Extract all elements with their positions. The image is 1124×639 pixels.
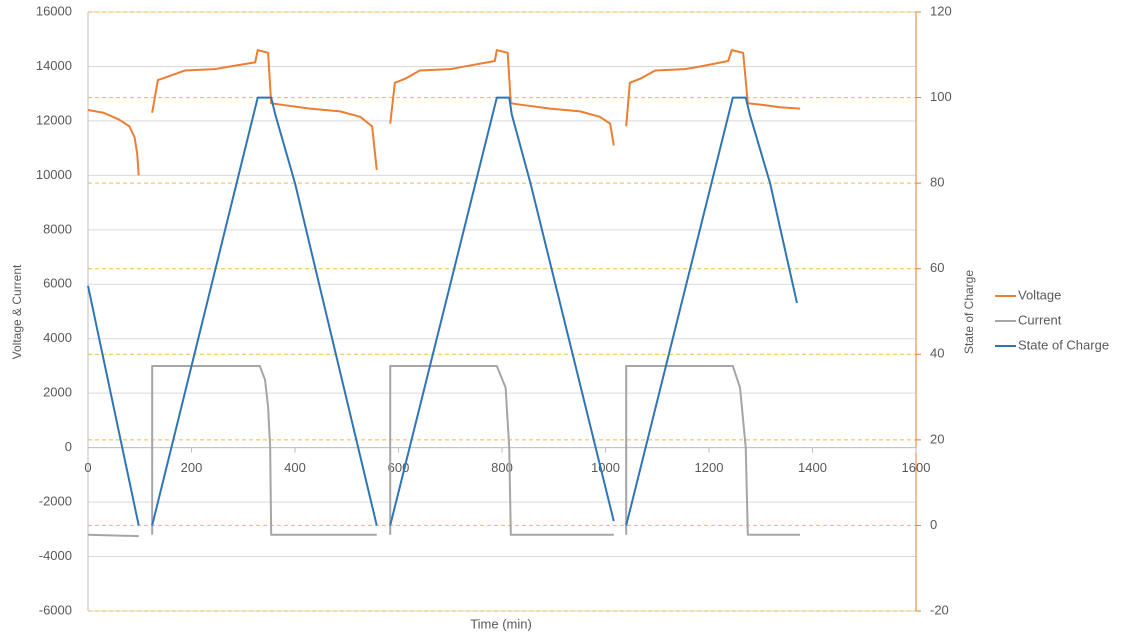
y-tick-label: 8000 xyxy=(43,221,72,236)
legend-label: State of Charge xyxy=(1018,337,1109,352)
y-tick-label: 2000 xyxy=(43,385,72,400)
x-axis-title: Time (min) xyxy=(470,616,532,631)
x-tick-label: 0 xyxy=(84,460,91,475)
x-tick-label: 1400 xyxy=(798,460,827,475)
y2-tick-label: 60 xyxy=(930,260,944,275)
y-tick-label: 12000 xyxy=(36,112,72,127)
y2-tick-label: 0 xyxy=(930,517,937,532)
y2-tick-label: -20 xyxy=(930,602,949,617)
legend-label: Current xyxy=(1018,312,1062,327)
y-tick-label: 6000 xyxy=(43,276,72,291)
y-tick-label: 14000 xyxy=(36,58,72,73)
y2-tick-label: 80 xyxy=(930,175,944,190)
y-tick-label: 4000 xyxy=(43,330,72,345)
x-tick-label: 1200 xyxy=(695,460,724,475)
series-line xyxy=(87,96,798,526)
y-tick-label: -2000 xyxy=(39,494,72,509)
x-tick-label: 800 xyxy=(491,460,513,475)
x-tick-label: 400 xyxy=(284,460,306,475)
y-tick-label: 0 xyxy=(65,439,72,454)
series-line xyxy=(87,364,801,538)
y-axis-title: Voltage & Current xyxy=(10,264,24,359)
y-tick-label: 16000 xyxy=(36,3,72,18)
y-tick-label: 10000 xyxy=(36,167,72,182)
y2-tick-label: 40 xyxy=(930,346,944,361)
y2-tick-label: 20 xyxy=(930,431,944,446)
y-tick-label: -4000 xyxy=(39,548,72,563)
x-tick-label: 1600 xyxy=(902,460,931,475)
y2-tick-label: 100 xyxy=(930,89,952,104)
x-tick-label: 200 xyxy=(181,460,203,475)
legend-label: Voltage xyxy=(1018,287,1061,302)
y2-axis-title: State of Charge xyxy=(962,270,976,354)
series-line xyxy=(87,49,801,176)
y2-tick-label: 120 xyxy=(930,3,952,18)
y-tick-label: -6000 xyxy=(39,602,72,617)
x-tick-label: 1000 xyxy=(591,460,620,475)
